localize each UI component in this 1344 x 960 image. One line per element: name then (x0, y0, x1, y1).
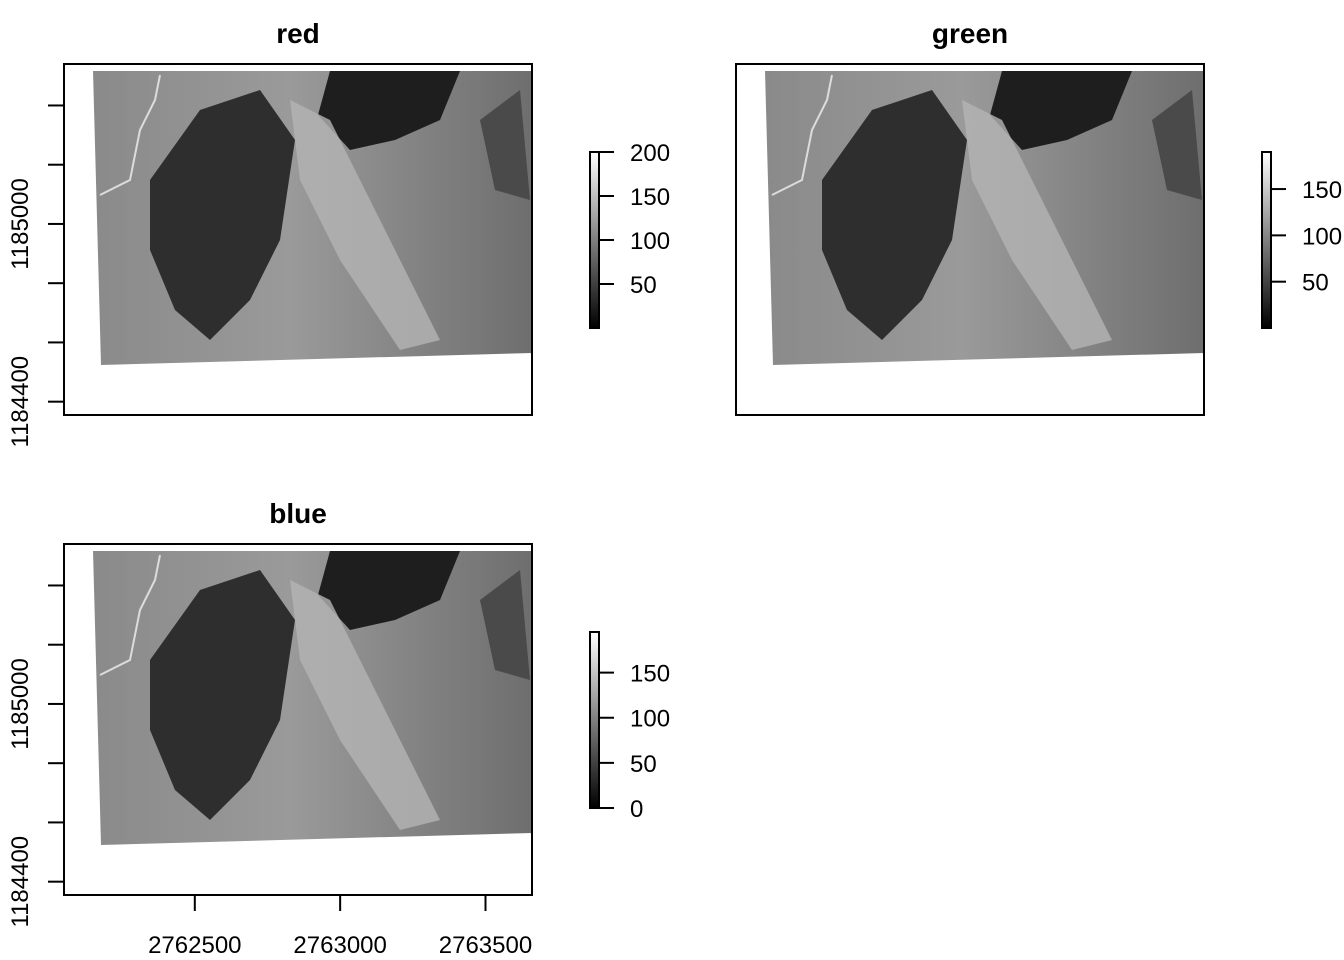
raster-road (99, 554, 161, 676)
raster-scree (290, 100, 440, 350)
raster-road (99, 74, 161, 196)
y-tick-label: 1184400 (7, 356, 34, 448)
raster-dark-lake (318, 71, 460, 150)
x-tick-label: 2763500 (439, 932, 532, 959)
x-tick-label: 2762500 (148, 932, 241, 959)
colorbar-tick-label: 100 (630, 228, 670, 255)
plot-frame-blue (63, 543, 533, 896)
raster-scree (962, 100, 1112, 350)
raster-forest (150, 570, 295, 820)
colorbar-tick-label: 150 (630, 184, 670, 211)
colorbar-tick-label: 50 (1302, 270, 1329, 297)
raster-scree (290, 580, 440, 830)
raster-ridge (480, 570, 530, 680)
raster-ridge (1152, 90, 1202, 200)
panel-green: green 50 100 150 (735, 18, 1342, 416)
raster-image-green (765, 71, 1204, 365)
raster-road (771, 74, 833, 196)
colorbar-tick-label: 100 (1302, 223, 1342, 250)
panel-title-blue: blue (269, 498, 327, 529)
plot-frame-red (63, 63, 533, 416)
panel-title-green: green (932, 18, 1008, 49)
panel-red: red 1184400 1185000 50 100 150 200 (7, 18, 670, 447)
colorbar-tick-label: 200 (630, 140, 670, 167)
colorbar-blue (589, 631, 600, 809)
raster-image-blue (93, 551, 532, 845)
raster-image-red (93, 71, 532, 365)
x-tick-label: 2763000 (293, 932, 386, 959)
panel-title-red: red (276, 18, 320, 49)
colorbar-tick-label: 150 (1302, 177, 1342, 204)
panel-blue: blue 1184400 1185000 2762500 2763000 2763500 0… (7, 498, 670, 959)
raster-dark-lake (990, 71, 1132, 150)
colorbar-tick-label: 100 (630, 706, 670, 733)
colorbar-red (589, 151, 600, 329)
colorbar-tick-label: 0 (630, 796, 643, 823)
y-tick-label: 1185000 (7, 658, 34, 750)
colorbar-tick-label: 50 (630, 272, 657, 299)
y-tick-label: 1185000 (7, 178, 34, 270)
raster-forest (822, 90, 967, 340)
colorbar-tick-label: 150 (630, 661, 670, 688)
colorbar-tick-label: 50 (630, 751, 657, 778)
raster-dark-lake (318, 551, 460, 630)
raster-forest (150, 90, 295, 340)
colorbar-green (1261, 151, 1272, 329)
y-tick-label: 1184400 (7, 836, 34, 928)
plot-frame-green (735, 63, 1205, 416)
raster-ridge (480, 90, 530, 200)
